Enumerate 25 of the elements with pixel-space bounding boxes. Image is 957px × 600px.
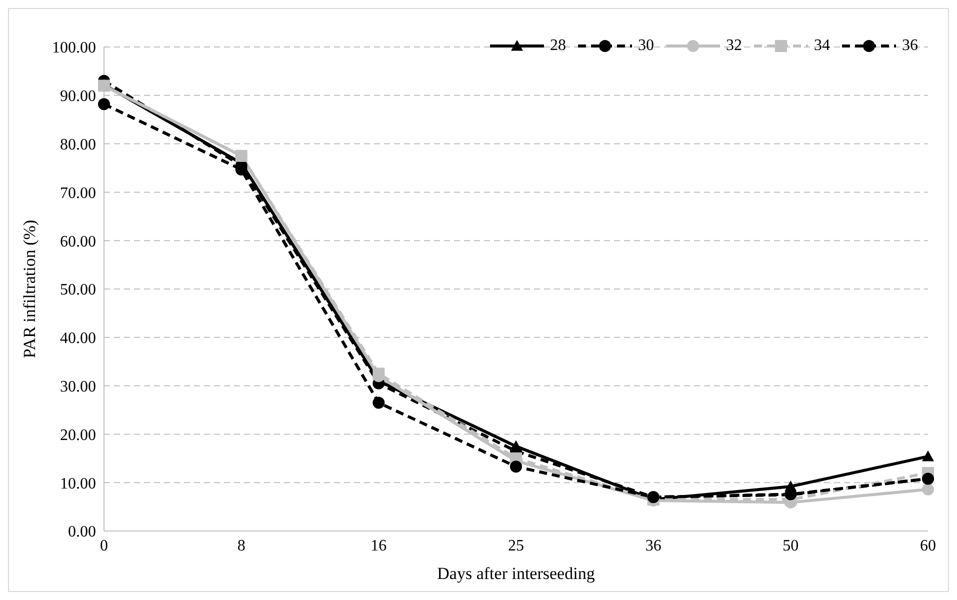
legend-label: 36 [902, 37, 918, 55]
x-tick-label: 36 [645, 537, 662, 554]
y-tick-label: 50.00 [60, 282, 96, 299]
y-tick-label: 10.00 [60, 475, 96, 492]
x-tick-label: 8 [237, 537, 246, 554]
y-tick-label: 90.00 [60, 88, 96, 106]
x-tick-label: 25 [508, 537, 524, 554]
y-axis-title: PAR infiltration (%) [20, 220, 40, 358]
x-tick-label: 0 [100, 537, 108, 554]
y-tick-label: 40.00 [60, 330, 96, 348]
y-tick-label: 70.00 [60, 184, 96, 202]
y-tick-label: 30.00 [60, 378, 96, 396]
x-tick-label: 60 [920, 537, 936, 554]
x-tick-label: 50 [782, 537, 799, 554]
legend-label: 32 [726, 37, 742, 55]
x-tick-label: 16 [370, 537, 387, 554]
y-tick-label: 100.00 [52, 40, 96, 57]
legend-label: 28 [550, 37, 566, 55]
y-tick-label: 0.00 [68, 524, 96, 541]
legend-label: 34 [814, 37, 830, 55]
y-tick-label: 20.00 [60, 426, 96, 444]
y-tick-label: 80.00 [60, 136, 96, 154]
x-axis-title: Days after interseeding [437, 564, 596, 583]
y-tick-label: 60.00 [60, 233, 96, 250]
legend-label: 30 [638, 37, 654, 55]
